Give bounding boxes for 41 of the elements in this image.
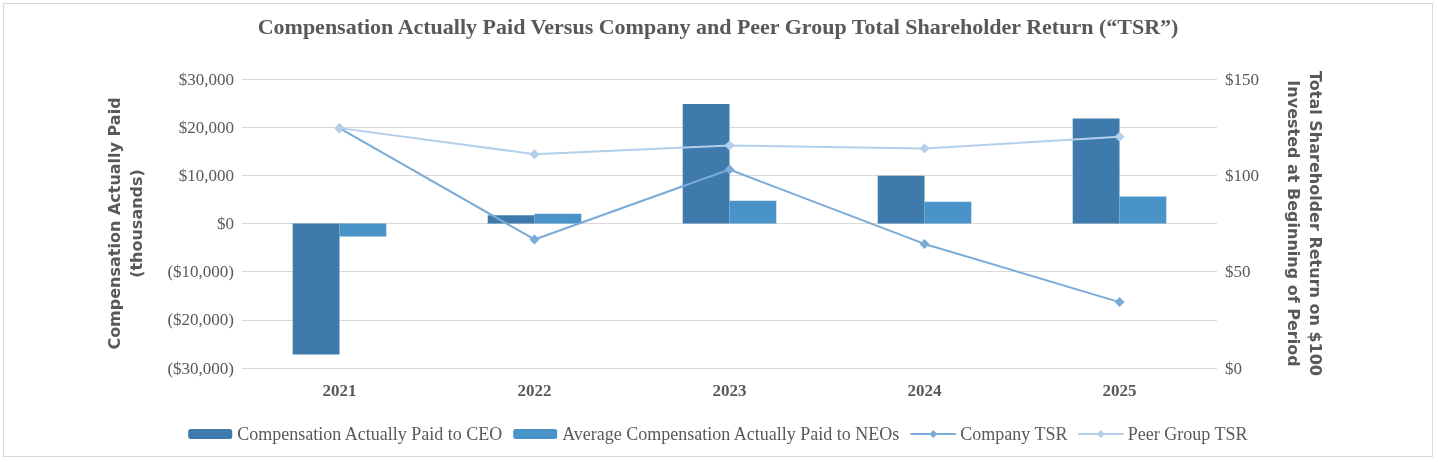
bar	[339, 223, 387, 237]
x-tick-label: 2024	[907, 381, 942, 400]
point	[529, 149, 540, 160]
bar	[877, 175, 925, 224]
x-tick-label: 2025	[1102, 381, 1137, 400]
bar	[1119, 196, 1167, 224]
bar	[534, 213, 582, 224]
bar	[1072, 118, 1120, 224]
point	[919, 238, 930, 249]
chart-title: Compensation Actually Paid Versus Company and Peer Group Total Shareholder Return (“TSR”)	[257, 13, 1179, 39]
bar	[682, 104, 730, 224]
x-tick-label: 2021	[322, 381, 357, 400]
y2-tick-label: $50	[1225, 262, 1251, 282]
y-tick-label: $10,000	[178, 165, 234, 185]
x-tick-label: 2022	[517, 381, 552, 400]
bar	[729, 200, 777, 224]
bar	[487, 215, 535, 224]
legend-label: Company TSR	[960, 424, 1068, 444]
y-tick-label: ($10,000)	[167, 262, 234, 282]
x-tick-label: 2023	[712, 381, 747, 400]
y2-axis-title: Total Shareholder Return on $100 Invested at Beginning of Period	[1283, 71, 1325, 376]
legend-label: Peer Group TSR	[1127, 424, 1248, 444]
point	[724, 140, 735, 151]
y-tick-label: $30,000	[178, 69, 234, 89]
y2-tick-label: $150	[1225, 69, 1259, 89]
y2-tick-label: $0	[1225, 358, 1242, 378]
bar	[924, 201, 972, 224]
y-tick-label: ($20,000)	[167, 310, 234, 330]
legend-label: Compensation Actually Paid to CEO	[237, 424, 503, 444]
y-tick-label: ($30,000)	[167, 358, 234, 378]
y-axis-title: Compensation Actually Paid (thousands)	[104, 97, 146, 350]
legend-label: Average Compensation Actually Paid to NEOs	[562, 424, 900, 444]
point	[1114, 131, 1125, 142]
y-tick-label: $0	[217, 214, 234, 233]
bar	[292, 223, 340, 355]
point	[529, 234, 540, 245]
y-tick-label: $20,000	[178, 117, 234, 137]
point	[724, 164, 735, 175]
point	[1114, 297, 1125, 308]
y2-tick-label: $100	[1225, 165, 1259, 185]
point	[919, 143, 930, 154]
